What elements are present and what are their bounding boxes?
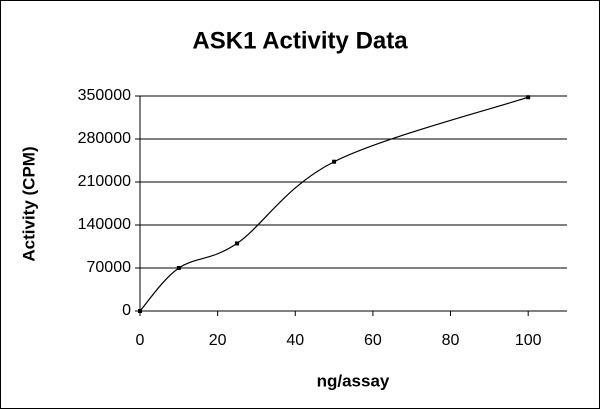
data-point bbox=[235, 241, 240, 246]
y-axis-title: Activity (CPM) bbox=[19, 146, 38, 261]
x-tick-label: 60 bbox=[364, 332, 382, 349]
chart-title: ASK1 Activity Data bbox=[192, 27, 408, 54]
y-tick-label: 210000 bbox=[78, 173, 131, 190]
x-tick-label: 0 bbox=[136, 332, 145, 349]
y-tick-label: 350000 bbox=[78, 87, 131, 104]
x-axis-title: ng/assay bbox=[317, 371, 390, 390]
data-line bbox=[139, 96, 529, 312]
y-tick-label: 0 bbox=[122, 302, 131, 319]
x-tick-label: 20 bbox=[209, 332, 227, 349]
data-point bbox=[138, 309, 142, 313]
y-tick-label: 140000 bbox=[78, 216, 131, 233]
data-point bbox=[176, 266, 181, 270]
y-tick-label: 70000 bbox=[87, 259, 132, 276]
x-tick-label: 100 bbox=[515, 332, 542, 349]
data-point bbox=[526, 95, 531, 100]
y-tick-label: 280000 bbox=[78, 130, 131, 147]
x-tick-label: 80 bbox=[442, 332, 460, 349]
data-point bbox=[332, 159, 337, 164]
x-tick-label: 40 bbox=[286, 332, 304, 349]
